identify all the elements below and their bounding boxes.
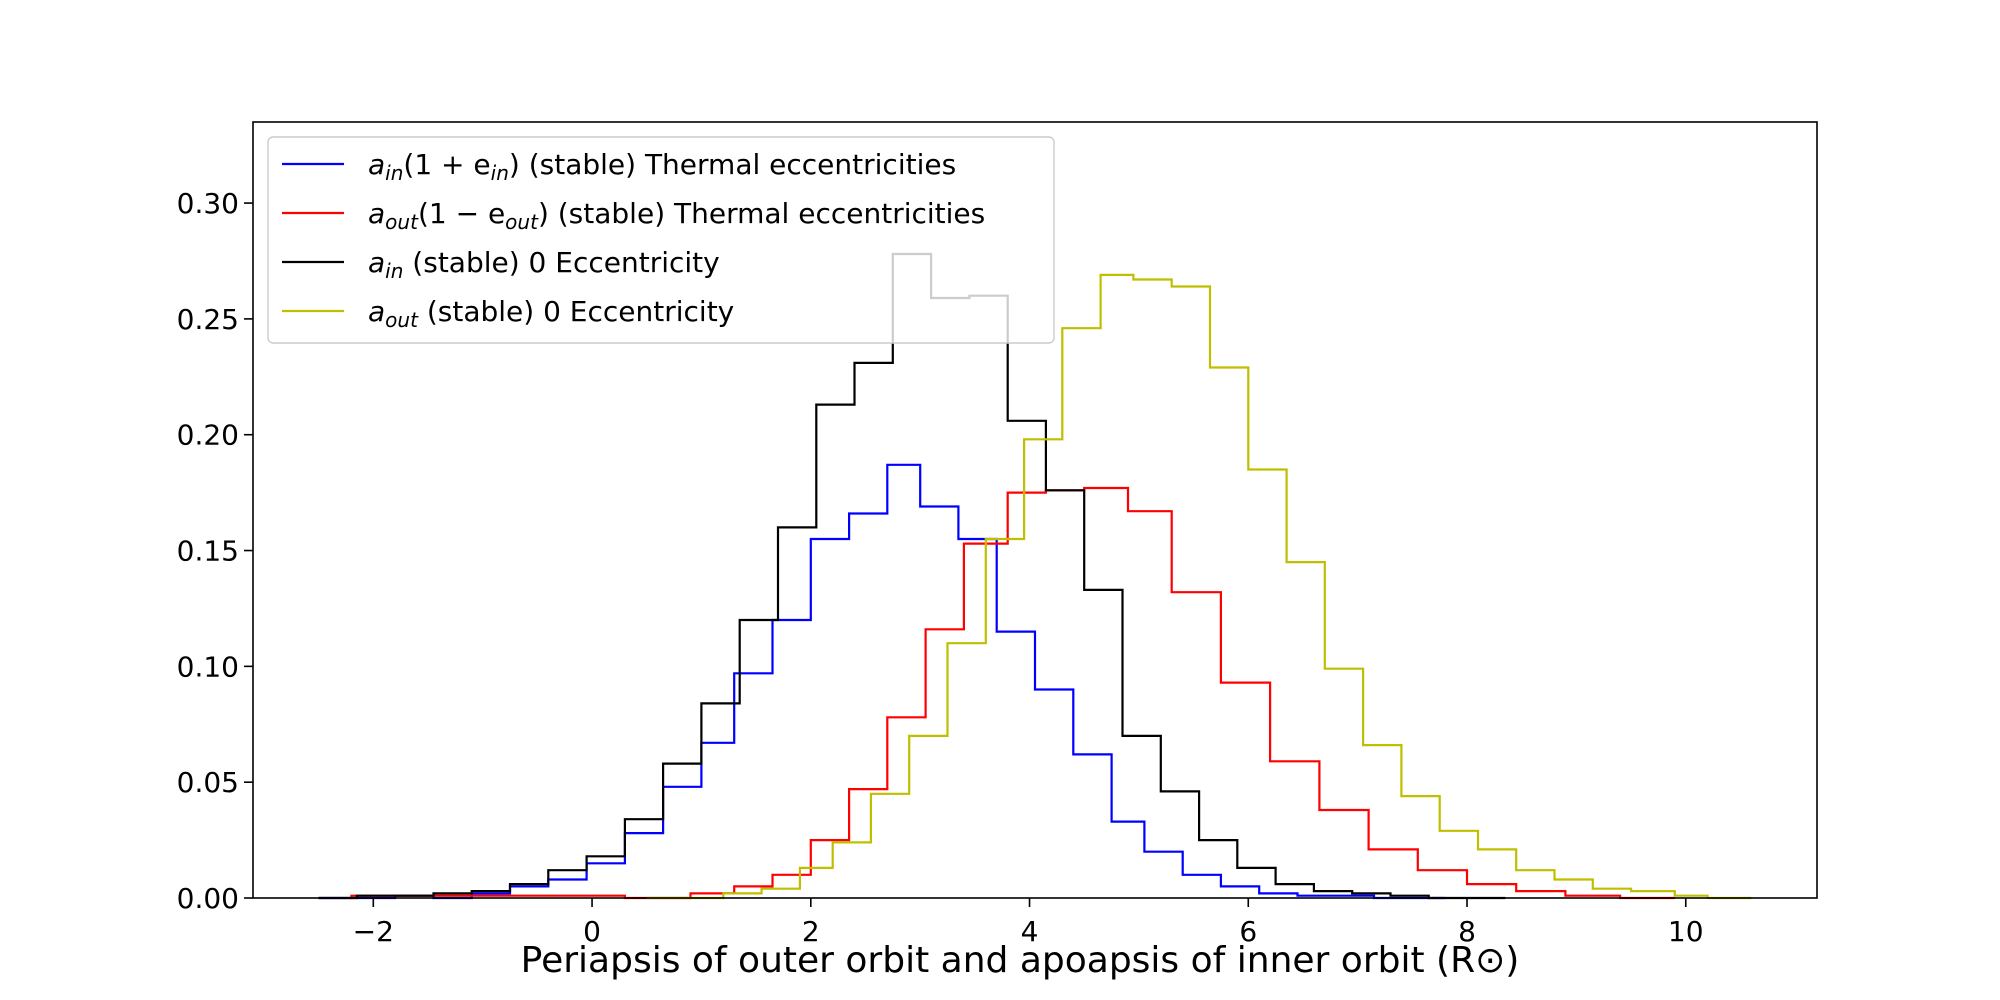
x-tick-label: 0 <box>583 915 601 948</box>
y-tick-label: 0.25 <box>177 303 239 336</box>
legend-text-part: (1 + e <box>403 148 490 181</box>
histogram-series-2 <box>350 486 1675 900</box>
x-tick-label: 4 <box>1021 915 1039 948</box>
histogram-series-4 <box>646 273 1752 900</box>
x-tick-label: −2 <box>353 915 394 948</box>
legend-subscript: in <box>385 161 403 185</box>
legend-text-part: (stable) 0 Eccentricity <box>418 295 734 328</box>
legend: ain(1 + ein) (stable) Thermal eccentrici… <box>267 136 1055 344</box>
y-tick-label: 0.30 <box>177 187 239 220</box>
y-tick-label: 0.00 <box>177 882 239 915</box>
legend-subscript: out <box>385 308 419 332</box>
x-tick-label: 6 <box>1239 915 1257 948</box>
y-tick-label: 0.10 <box>177 650 239 683</box>
legend-label-4: aout (stable) 0 Eccentricity <box>368 295 734 332</box>
histogram-series-1 <box>318 463 1446 900</box>
x-axis-label: Periapsis of outer orbit and apoapsis of… <box>521 940 1520 981</box>
legend-text-part: a <box>368 197 385 230</box>
legend-label-3: ain (stable) 0 Eccentricity <box>368 246 720 283</box>
legend-subscript: out <box>385 210 419 234</box>
x-tick-label: 8 <box>1458 915 1476 948</box>
y-tick-label: 0.05 <box>177 766 239 799</box>
y-tick-label: 0.15 <box>177 535 239 568</box>
axes-frame <box>252 121 1818 899</box>
legend-text-part: a <box>368 148 385 181</box>
legend-label-2: aout(1 − eout) (stable) Thermal eccentri… <box>368 197 985 234</box>
x-tick-label: 10 <box>1668 915 1704 948</box>
legend-subscript: in <box>491 161 509 185</box>
axes: −2 0 2 4 6 8 10 0.00 0.05 0.10 0.15 0.20 0.25 0.30 <box>177 121 1818 948</box>
x-tick-label: 2 <box>802 915 820 948</box>
legend-label-1: ain(1 + ein) (stable) Thermal eccentrici… <box>368 148 956 185</box>
legend-text-part: (1 − e <box>418 197 505 230</box>
y-tick-label: 0.20 <box>177 419 239 452</box>
legend-text-part: a <box>368 246 385 279</box>
legend-text-part: ) (stable) Thermal eccentricities <box>509 148 956 181</box>
legend-subscript: out <box>505 210 539 234</box>
legend-subscript: in <box>385 259 403 283</box>
legend-text-part: (stable) 0 Eccentricity <box>403 246 719 279</box>
legend-box <box>267 136 1055 344</box>
legend-text-part: a <box>368 295 385 328</box>
legend-text-part: ) (stable) Thermal eccentricities <box>538 197 985 230</box>
